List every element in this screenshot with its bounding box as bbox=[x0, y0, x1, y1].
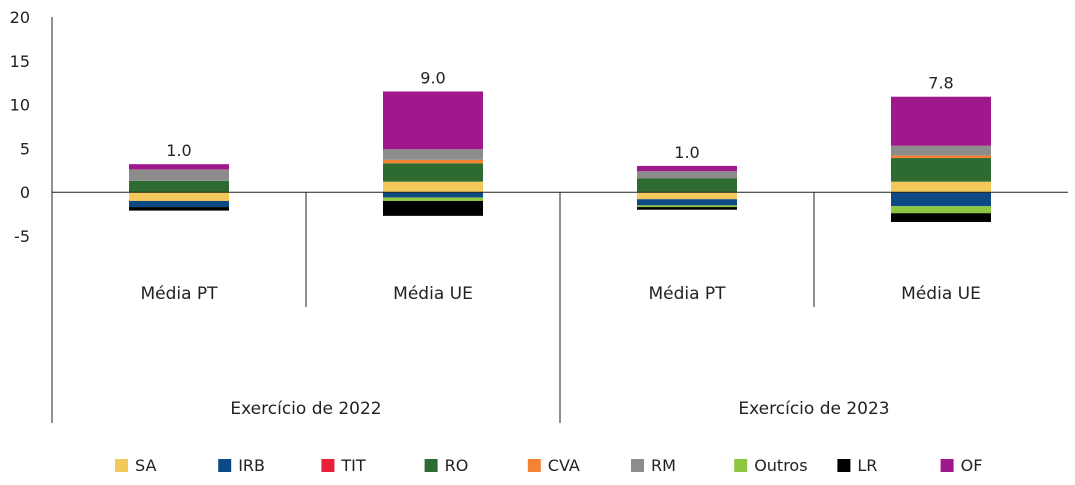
category-label: Média UE bbox=[901, 284, 981, 304]
total-label: 7.8 bbox=[928, 74, 953, 93]
legend-label: TIT bbox=[340, 456, 365, 475]
bar-segment-ro bbox=[637, 178, 737, 193]
bar-segment-lr bbox=[129, 207, 229, 211]
y-tick-label: 10 bbox=[10, 96, 30, 115]
y-tick-label: 0 bbox=[20, 183, 30, 202]
legend-swatch bbox=[837, 459, 851, 472]
bar-segment-sa bbox=[129, 192, 229, 201]
bar-segment-rm bbox=[637, 171, 737, 179]
bar-segment-lr bbox=[383, 200, 483, 216]
bar-segment-of bbox=[637, 165, 737, 172]
legend-swatch bbox=[115, 459, 128, 472]
legend-swatch bbox=[631, 459, 644, 472]
bar-segment-ro bbox=[891, 158, 991, 182]
legend-swatch bbox=[218, 459, 232, 472]
legend-swatch bbox=[940, 459, 954, 472]
bar-segment-irb bbox=[637, 199, 737, 206]
legend: SA IRB TIT RO CVA RM Outros LR OF bbox=[115, 456, 982, 475]
y-tick-label: 15 bbox=[10, 52, 30, 71]
legend-label: SA bbox=[135, 456, 156, 475]
bar-segment-irb bbox=[383, 192, 483, 198]
bar-segment-outros bbox=[383, 197, 483, 201]
x-axis: Média PT Média UE Média PT Média UE Exercíci… bbox=[140, 192, 981, 423]
bar-segment-rm bbox=[383, 149, 483, 160]
bar-segment-sa bbox=[891, 181, 991, 193]
bar-segment-outros bbox=[637, 205, 737, 208]
total-label: 1.0 bbox=[674, 143, 699, 162]
bar-segment-ro bbox=[383, 163, 483, 182]
category-label: Média PT bbox=[140, 284, 218, 304]
legend-label: IRB bbox=[238, 456, 265, 475]
bar-segment-rm bbox=[129, 169, 229, 181]
bar-segment-of bbox=[383, 91, 483, 150]
bar-segment-rm bbox=[891, 145, 991, 156]
total-label: 1.0 bbox=[166, 141, 191, 160]
bar-segment-cva bbox=[383, 159, 483, 164]
legend-swatch bbox=[424, 459, 438, 472]
bar-segment-irb bbox=[891, 192, 991, 207]
bar-segment-lr bbox=[891, 213, 991, 222]
group-label: Exercício de 2023 bbox=[738, 399, 889, 419]
bar-segment-cva bbox=[891, 155, 991, 159]
legend-label: LR bbox=[857, 456, 877, 475]
bar-segment-lr bbox=[637, 207, 737, 210]
bar-segment-ro bbox=[129, 180, 229, 193]
total-label: 9.0 bbox=[420, 68, 445, 87]
legend-swatch bbox=[321, 459, 335, 472]
legend-label: OF bbox=[961, 456, 983, 475]
y-tick-label: -5 bbox=[14, 227, 30, 246]
y-axis: 20 15 10 5 0 -5 bbox=[10, 8, 53, 423]
bar-segment-of bbox=[891, 96, 991, 146]
legend-swatch bbox=[527, 459, 541, 472]
bar-segment-sa bbox=[383, 181, 483, 193]
legend-label: CVA bbox=[548, 456, 580, 475]
bar-segment-of bbox=[129, 164, 229, 170]
total-labels: 1.0 9.0 1.0 7.8 bbox=[166, 68, 953, 161]
bar-segment-sa bbox=[637, 192, 737, 200]
bar-segment-irb bbox=[129, 200, 229, 208]
y-tick-label: 20 bbox=[10, 8, 30, 27]
group-label: Exercício de 2022 bbox=[230, 399, 381, 419]
bar-segment-outros bbox=[891, 206, 991, 214]
category-label: Média PT bbox=[648, 284, 726, 304]
bars bbox=[52, 91, 1068, 222]
y-tick-label: 5 bbox=[20, 139, 30, 158]
legend-label: RO bbox=[445, 456, 469, 475]
category-label: Média UE bbox=[393, 284, 473, 304]
legend-label: Outros bbox=[754, 456, 807, 475]
legend-swatch bbox=[734, 459, 748, 472]
legend-label: RM bbox=[651, 456, 676, 475]
